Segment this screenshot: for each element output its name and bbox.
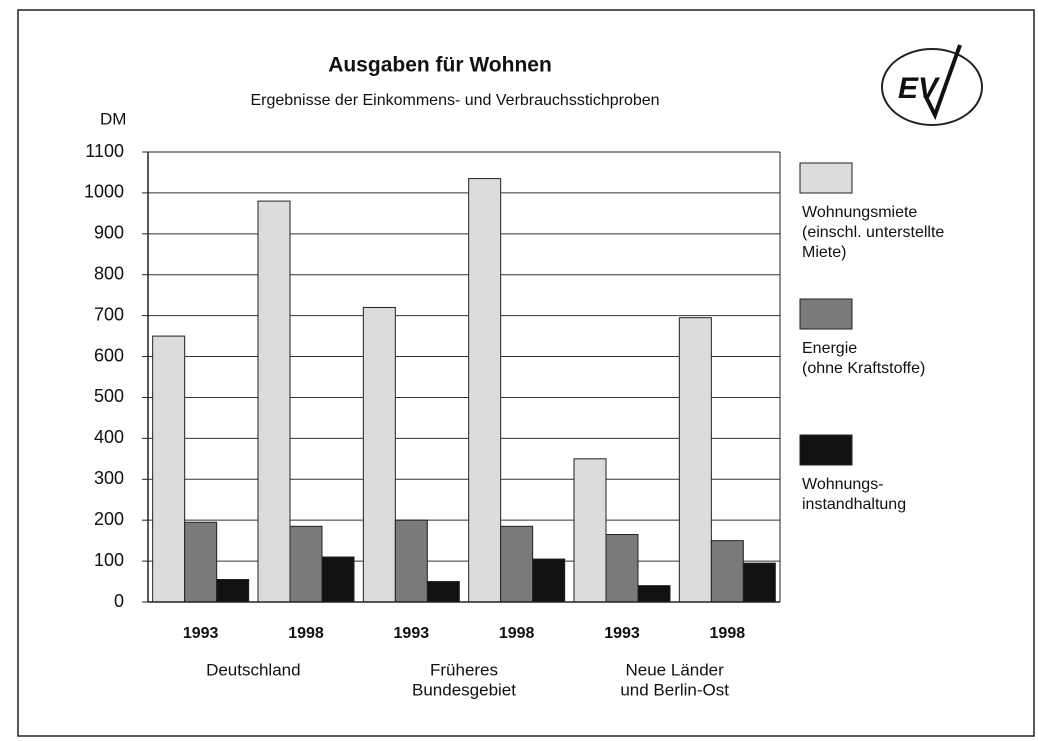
- x-tick-label: 1993: [183, 625, 219, 642]
- y-tick-label: 500: [94, 386, 124, 406]
- logo-ring: [881, 48, 983, 126]
- y-tick-label: 400: [94, 427, 124, 447]
- legend-swatch: [799, 162, 853, 194]
- x-tick-label: 1993: [394, 625, 430, 642]
- x-tick-label: 1993: [604, 625, 640, 642]
- legend-label: Wohnungs-: [802, 476, 884, 493]
- legend-label: Miete): [802, 244, 846, 261]
- x-tick-label: 1998: [499, 625, 535, 642]
- y-tick-label: 1000: [84, 182, 124, 202]
- bar: [184, 521, 218, 603]
- bar: [605, 534, 639, 603]
- legend-label: Energie: [802, 340, 857, 357]
- y-tick-label: 0: [114, 591, 124, 611]
- frame: [17, 9, 1035, 737]
- bar: [468, 178, 502, 603]
- group-label: Früheres: [430, 660, 498, 679]
- y-tick-label: 1100: [85, 141, 124, 161]
- y-axis-label: DM: [100, 109, 126, 128]
- y-tick-label: 100: [94, 550, 124, 570]
- chart-subtitle: Ergebnisse der Einkommens- und Verbrauch…: [250, 92, 659, 109]
- bar: [710, 540, 744, 603]
- group-label: und Berlin-Ost: [620, 680, 729, 699]
- y-tick-label: 600: [94, 345, 124, 365]
- legend-label: (einschl. unterstellte: [802, 224, 944, 241]
- legend-label: (ohne Kraftstoffe): [802, 360, 925, 377]
- bar: [500, 525, 534, 603]
- chart-title: Ausgaben für Wohnen: [328, 54, 552, 77]
- bar: [394, 519, 428, 603]
- logo: EV: [881, 44, 983, 126]
- x-tick-label: 1998: [710, 625, 746, 642]
- bar: [152, 335, 186, 603]
- group-label: Bundesgebiet: [412, 680, 516, 699]
- y-tick-label: 900: [94, 223, 124, 243]
- bar: [532, 558, 566, 603]
- bar: [321, 556, 355, 603]
- legend-swatch: [799, 298, 853, 330]
- y-tick-label: 300: [94, 468, 124, 488]
- bar: [257, 200, 291, 603]
- bar: [289, 525, 323, 603]
- bar: [742, 562, 776, 603]
- logo-text: EV: [898, 72, 941, 105]
- bar: [426, 581, 460, 603]
- x-tick-label: 1998: [288, 625, 324, 642]
- legend-label: Wohnungsmiete: [802, 204, 917, 221]
- y-tick-label: 800: [94, 263, 124, 283]
- bar: [573, 458, 607, 603]
- bar: [362, 306, 396, 603]
- bar: [637, 585, 671, 603]
- y-tick-label: 200: [94, 509, 124, 529]
- group-label: Deutschland: [206, 660, 301, 679]
- bar: [678, 317, 712, 603]
- legend-swatch: [799, 434, 853, 466]
- group-label: Neue Länder: [626, 660, 725, 679]
- legend-label: instandhaltung: [802, 496, 906, 513]
- bar: [216, 579, 250, 603]
- y-tick-label: 700: [94, 304, 124, 324]
- logo-check: [923, 44, 962, 121]
